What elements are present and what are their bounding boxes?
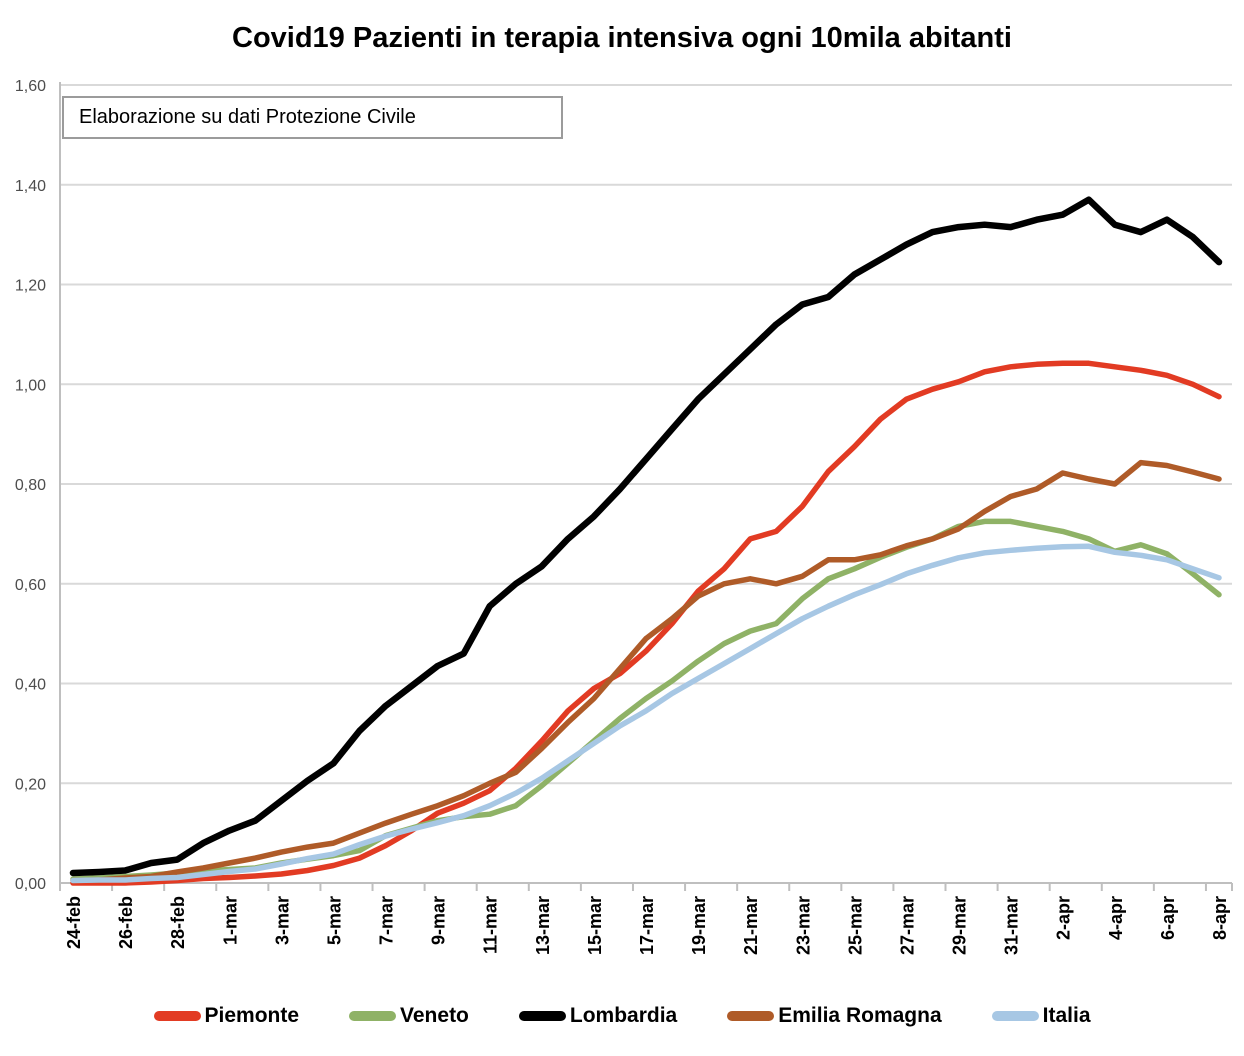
y-axis-tick-label: 1,40 xyxy=(15,178,46,195)
x-axis-tick-label: 27-mar xyxy=(897,896,917,955)
x-axis-tick-label: 7-mar xyxy=(377,896,397,945)
x-axis-tick-label: 5-mar xyxy=(324,896,344,945)
y-axis-tick-label: 0,80 xyxy=(15,477,46,494)
x-axis-tick-label: 26-feb xyxy=(116,896,136,949)
x-axis-tick-label: 9-mar xyxy=(429,896,449,945)
legend: Piemonte Veneto Lombardia Emilia Romagna Ita… xyxy=(0,1004,1244,1028)
legend-swatch-italia xyxy=(991,1011,1039,1021)
legend-label-lombardia: Lombardia xyxy=(569,1004,678,1027)
x-axis-tick-label: 28-feb xyxy=(168,896,188,949)
legend-swatch-piemonte xyxy=(153,1011,201,1021)
x-axis-tick-label: 1-mar xyxy=(220,896,240,945)
y-axis-tick-label: 1,20 xyxy=(15,278,46,295)
y-axis-tick-label: 0,40 xyxy=(15,677,46,694)
legend-label-veneto: Veneto xyxy=(400,1004,469,1027)
x-axis-tick-label: 21-mar xyxy=(741,896,761,955)
x-axis-tick-label: 13-mar xyxy=(533,896,553,955)
series-line-emilia-romagna xyxy=(70,459,1222,884)
x-axis-tick-label: 17-mar xyxy=(637,896,657,955)
legend-item-italia: Italia xyxy=(991,1004,1091,1028)
y-axis-tick-label: 0,60 xyxy=(15,577,46,594)
x-axis-tick-label: 23-mar xyxy=(793,896,813,955)
legend-label-italia: Italia xyxy=(1042,1004,1091,1027)
legend-item-veneto: Veneto xyxy=(349,1004,469,1028)
subtitle-box: Elaborazione su dati Protezione Civile xyxy=(62,96,563,139)
x-axis-tick-label: 24-feb xyxy=(64,896,84,949)
x-axis-tick-label: 25-mar xyxy=(845,896,865,955)
legend-item-lombardia: Lombardia xyxy=(518,1004,678,1028)
y-axis-tick-label: 1,60 xyxy=(15,78,46,95)
x-axis-tick-label: 8-apr xyxy=(1210,896,1230,940)
legend-swatch-veneto xyxy=(349,1011,397,1021)
legend-label-piemonte: Piemonte xyxy=(204,1004,300,1027)
subtitle-text: Elaborazione su dati Protezione Civile xyxy=(79,106,416,128)
legend-item-piemonte: Piemonte xyxy=(153,1004,300,1028)
legend-swatch-emilia-romagna xyxy=(727,1011,775,1021)
y-axis-tick-label: 1,00 xyxy=(15,377,46,394)
x-axis-tick-label: 29-mar xyxy=(950,896,970,955)
x-axis-tick-label: 11-mar xyxy=(481,896,501,954)
series-line-piemonte xyxy=(70,360,1222,886)
x-axis-tick-label: 19-mar xyxy=(689,896,709,955)
series-line-italia xyxy=(70,543,1222,884)
y-axis-tick-label: 0,00 xyxy=(15,876,46,893)
legend-swatch-lombardia xyxy=(518,1011,566,1021)
legend-item-emilia-romagna: Emilia Romagna xyxy=(727,1004,942,1028)
y-axis-tick-label: 0,20 xyxy=(15,776,46,793)
x-axis-tick-label: 3-mar xyxy=(272,896,292,945)
chart-plot-area: 0,00 0,20 0,40 0,60 0,80 1,00 1,20 1,40 1,60 24-f… xyxy=(15,78,1233,955)
x-axis-tick-label: 2-apr xyxy=(1054,896,1074,940)
x-axis-tick-label: 15-mar xyxy=(585,896,605,955)
x-axis-tick-label: 4-apr xyxy=(1106,896,1126,940)
legend-label-emilia-romagna: Emilia Romagna xyxy=(778,1004,942,1027)
chart-title: Covid19 Pazienti in terapia intensiva og… xyxy=(232,22,1012,54)
x-axis-tick-label: 6-apr xyxy=(1158,896,1178,940)
x-axis-tick-label: 31-mar xyxy=(1002,896,1022,955)
series-line-lombardia xyxy=(69,196,1223,877)
